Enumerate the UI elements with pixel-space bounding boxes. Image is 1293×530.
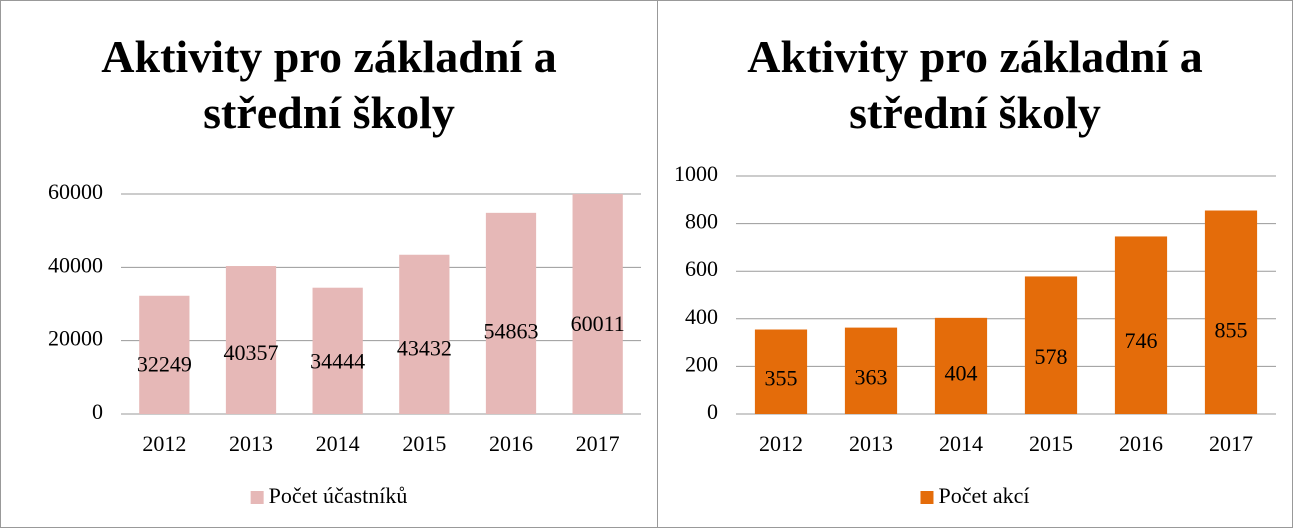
x-tick-label: 2017	[1209, 431, 1253, 456]
y-tick-label: 20000	[48, 326, 103, 351]
data-label: 40357	[224, 340, 279, 365]
bar	[754, 329, 808, 414]
y-tick-label: 200	[685, 351, 718, 376]
x-tick-label: 2014	[939, 431, 983, 456]
x-tick-label: 2016	[489, 431, 533, 456]
legend-label: Počet účastníků	[269, 483, 408, 508]
bar	[139, 295, 190, 414]
x-tick-label: 2015	[402, 431, 446, 456]
data-label: 855	[1215, 318, 1248, 343]
chart: 0 200 400 600 800 1000 2012 2013 2014 2015 2016 201…	[674, 161, 1276, 508]
data-label: 363	[855, 364, 888, 389]
data-label: 54863	[484, 319, 539, 344]
y-tick-label: 800	[685, 209, 718, 234]
data-label: 355	[765, 365, 798, 390]
bar	[572, 193, 623, 414]
x-tick-label: 2013	[229, 431, 273, 456]
legend-label: Počet akcí	[938, 483, 1029, 508]
x-tick-label: 2012	[759, 431, 803, 456]
data-label: 746	[1125, 328, 1158, 353]
chart-panel: Aktivity pro základní a střední školy 0 2…	[0, 0, 658, 528]
chart-title: Aktivity pro základní a střední školy	[101, 31, 557, 138]
x-tick-label: 2012	[142, 431, 186, 456]
chart: 0 20000 40000 60000 2012 2013 2014 2015 2016 2017…	[48, 179, 641, 508]
y-tick-label: 0	[707, 399, 718, 424]
data-label: 60011	[571, 311, 625, 336]
data-label: 32249	[137, 352, 192, 377]
data-label: 578	[1035, 344, 1068, 369]
bar	[225, 266, 277, 414]
bar	[844, 327, 898, 414]
y-tick-label: 60000	[48, 179, 103, 204]
bar	[485, 212, 537, 414]
y-tick-label: 600	[685, 256, 718, 281]
x-tick-label: 2014	[316, 431, 360, 456]
bar	[934, 317, 988, 414]
legend-swatch	[250, 491, 264, 504]
bar	[399, 254, 450, 414]
data-label: 43432	[397, 335, 452, 360]
y-tick-label: 1000	[674, 161, 718, 186]
chart-title: Aktivity pro základní a střední školy	[747, 31, 1203, 138]
x-tick-label: 2016	[1119, 431, 1163, 456]
legend-swatch	[920, 491, 934, 504]
x-tick-label: 2013	[849, 431, 893, 456]
bar	[1114, 236, 1168, 414]
chart-panel: Aktivity pro základní a střední školy 0 2…	[657, 0, 1293, 528]
y-tick-label: 400	[685, 304, 718, 329]
data-label: 34444	[310, 349, 365, 374]
y-tick-label: 40000	[48, 252, 103, 277]
bar	[312, 287, 363, 414]
data-label: 404	[945, 361, 978, 386]
y-tick-label: 0	[92, 399, 103, 424]
x-tick-label: 2015	[1029, 431, 1073, 456]
x-tick-label: 2017	[576, 431, 620, 456]
bar	[1204, 210, 1258, 414]
bar	[1024, 276, 1078, 414]
